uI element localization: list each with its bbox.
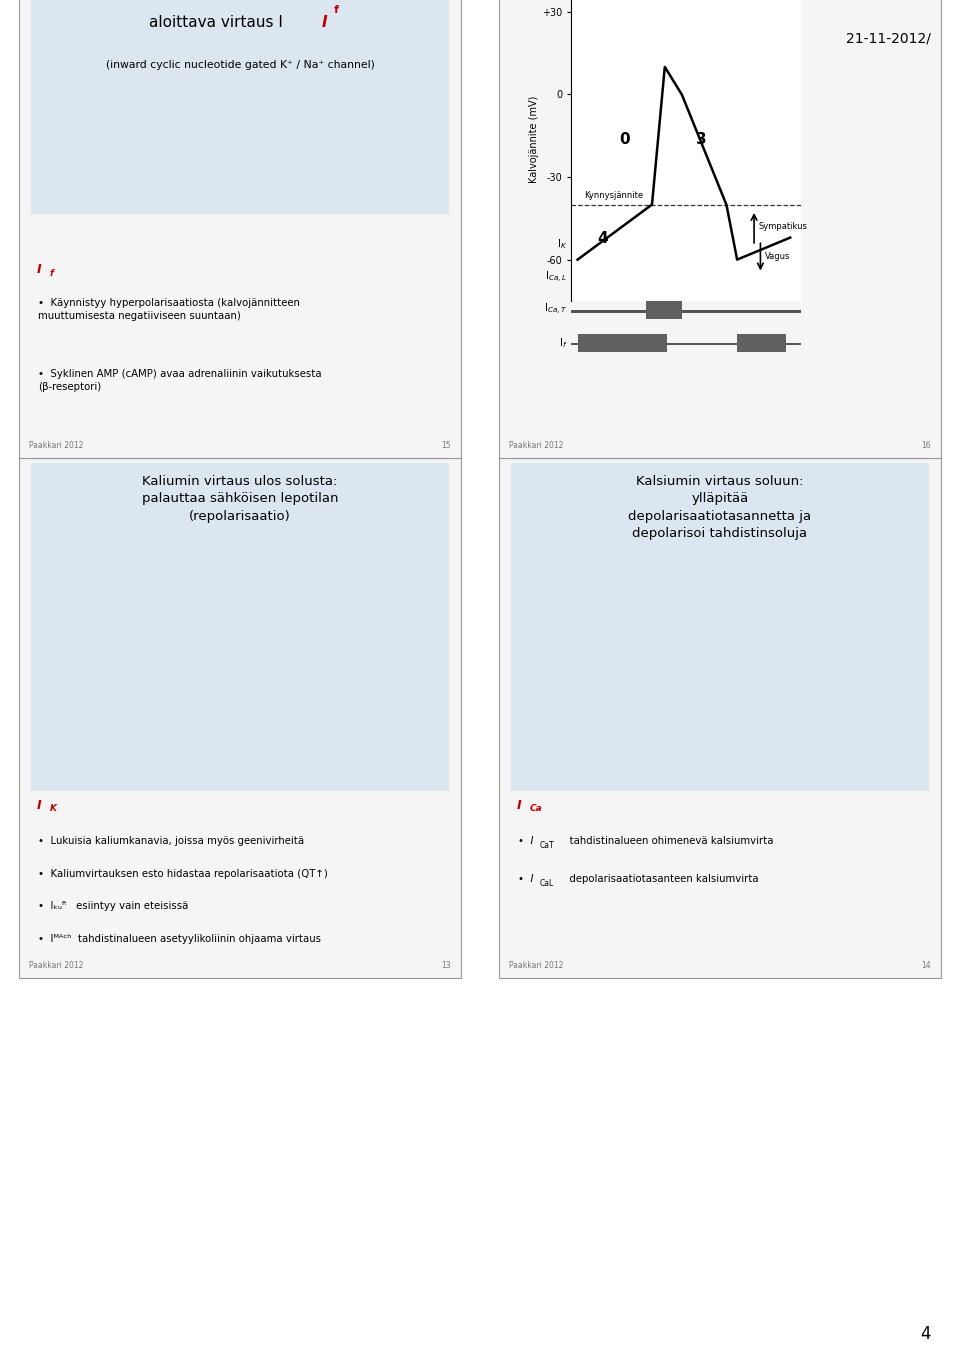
- Text: •  Iₖᵤᴿ   esiintyy vain eteisissä: • Iₖᵤᴿ esiintyy vain eteisissä: [38, 902, 189, 911]
- Text: Paakkari 2012: Paakkari 2012: [29, 960, 84, 970]
- Text: 3: 3: [696, 131, 707, 146]
- Text: aloittava virtaus I: aloittava virtaus I: [149, 15, 283, 30]
- Text: 13: 13: [442, 960, 451, 970]
- Bar: [578, 334, 667, 352]
- Bar: [499, 0, 941, 458]
- Bar: [499, 458, 941, 978]
- Text: Kynnysjännite: Kynnysjännite: [584, 192, 643, 201]
- Text: I$_{Ca,L}$: I$_{Ca,L}$: [545, 269, 567, 285]
- Text: tahdistinalueen ohimenevä kalsiumvirta: tahdistinalueen ohimenevä kalsiumvirta: [563, 836, 773, 845]
- Text: •  Syklinen AMP (cAMP) avaa adrenaliinin vaikutuksesta
(β-reseptori): • Syklinen AMP (cAMP) avaa adrenaliinin …: [38, 368, 322, 391]
- Text: I: I: [322, 15, 327, 30]
- Text: 4: 4: [598, 231, 609, 246]
- Text: •  Lukuisia kaliumkanavia, joissa myös geenivirheitä: • Lukuisia kaliumkanavia, joissa myös ge…: [38, 836, 304, 845]
- Text: •  Kaliumvirtauksen esto hidastaa repolarisaatiota (QT↑): • Kaliumvirtauksen esto hidastaa repolar…: [38, 869, 328, 878]
- Bar: [571, 245, 801, 246]
- Text: (inward cyclic nucleotide gated K⁺ / Na⁺ channel): (inward cyclic nucleotide gated K⁺ / Na⁺…: [106, 60, 374, 70]
- Bar: [31, 0, 449, 213]
- Text: Paakkari 2012: Paakkari 2012: [509, 960, 564, 970]
- Text: •  Käynnistyy hyperpolarisaatiosta (kalvojännitteen
muuttumisesta negatiiviseen : • Käynnistyy hyperpolarisaatiosta (kalvo…: [38, 298, 300, 320]
- Bar: [511, 464, 929, 791]
- Bar: [19, 0, 461, 458]
- Text: •  I: • I: [518, 874, 534, 884]
- Text: Paakkari 2012: Paakkari 2012: [509, 440, 564, 450]
- Text: I: I: [36, 263, 41, 276]
- Text: I: I: [36, 799, 41, 811]
- Text: I$_K$: I$_K$: [557, 237, 567, 252]
- Text: 15: 15: [442, 440, 451, 450]
- Bar: [571, 311, 801, 312]
- Text: K: K: [50, 804, 57, 813]
- Text: I$_{Ca,T}$: I$_{Ca,T}$: [544, 302, 567, 317]
- Text: depolarisaatiotasanteen kalsiumvirta: depolarisaatiotasanteen kalsiumvirta: [563, 874, 758, 884]
- Bar: [673, 235, 780, 253]
- Bar: [737, 334, 786, 352]
- Text: 0: 0: [619, 131, 630, 146]
- Text: I$_f$: I$_f$: [559, 335, 567, 350]
- Text: 21-11-2012/: 21-11-2012/: [847, 31, 931, 45]
- Bar: [571, 278, 801, 279]
- Text: 16: 16: [922, 440, 931, 450]
- Y-axis label: Kalvojännite (mV): Kalvojännite (mV): [529, 96, 540, 183]
- Bar: [31, 464, 449, 791]
- Bar: [19, 458, 461, 978]
- Text: •  I: • I: [518, 836, 534, 845]
- Text: f: f: [334, 5, 339, 15]
- Text: 14: 14: [922, 960, 931, 970]
- Text: •  Iᴹᴬᶜʰ  tahdistinalueen asetyylikoliinin ohjaama virtaus: • Iᴹᴬᶜʰ tahdistinalueen asetyylikoliinin…: [38, 934, 322, 944]
- Text: Vagus: Vagus: [765, 252, 790, 261]
- Bar: [646, 301, 682, 319]
- Text: Ca: Ca: [530, 804, 542, 813]
- Bar: [648, 268, 706, 286]
- Text: f: f: [50, 268, 54, 278]
- Text: Sympatikus: Sympatikus: [758, 222, 807, 231]
- Text: I: I: [516, 799, 521, 811]
- Text: Kaliumin virtaus ulos solusta:
palauttaa sähköisen lepotilan
(repolarisaatio): Kaliumin virtaus ulos solusta: palauttaa…: [142, 475, 338, 523]
- Text: 4: 4: [921, 1326, 931, 1343]
- Text: CaT: CaT: [540, 841, 554, 850]
- Text: Paakkari 2012: Paakkari 2012: [29, 440, 84, 450]
- Bar: [571, 343, 801, 345]
- Text: Kalsiumin virtaus soluun:
ylläpitää
depolarisaatiotasannetta ja
depolarisoi tahd: Kalsiumin virtaus soluun: ylläpitää depo…: [629, 475, 811, 540]
- Text: CaL: CaL: [540, 880, 554, 888]
